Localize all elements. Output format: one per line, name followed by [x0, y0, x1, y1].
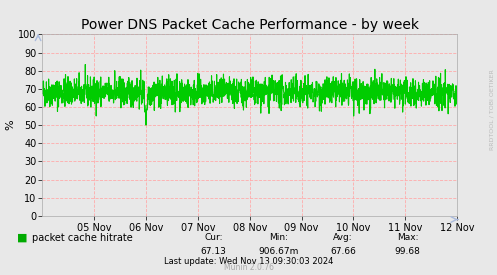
Text: RRDTOOL / TOBI OETIKER: RRDTOOL / TOBI OETIKER [490, 70, 495, 150]
Text: Max:: Max: [397, 233, 418, 242]
Text: 67.13: 67.13 [201, 247, 227, 256]
Title: Power DNS Packet Cache Performance - by week: Power DNS Packet Cache Performance - by … [81, 18, 419, 32]
Text: ■: ■ [17, 233, 28, 243]
Text: Munin 2.0.76: Munin 2.0.76 [224, 263, 273, 272]
Y-axis label: %: % [5, 120, 15, 130]
Text: Min:: Min: [269, 233, 288, 242]
Text: Cur:: Cur: [204, 233, 223, 242]
Text: 906.67m: 906.67m [258, 247, 299, 256]
Text: Avg:: Avg: [333, 233, 353, 242]
Text: packet cache hitrate: packet cache hitrate [32, 233, 133, 243]
Text: 99.68: 99.68 [395, 247, 420, 256]
Text: 67.66: 67.66 [330, 247, 356, 256]
Text: Last update: Wed Nov 13 09:30:03 2024: Last update: Wed Nov 13 09:30:03 2024 [164, 257, 333, 266]
